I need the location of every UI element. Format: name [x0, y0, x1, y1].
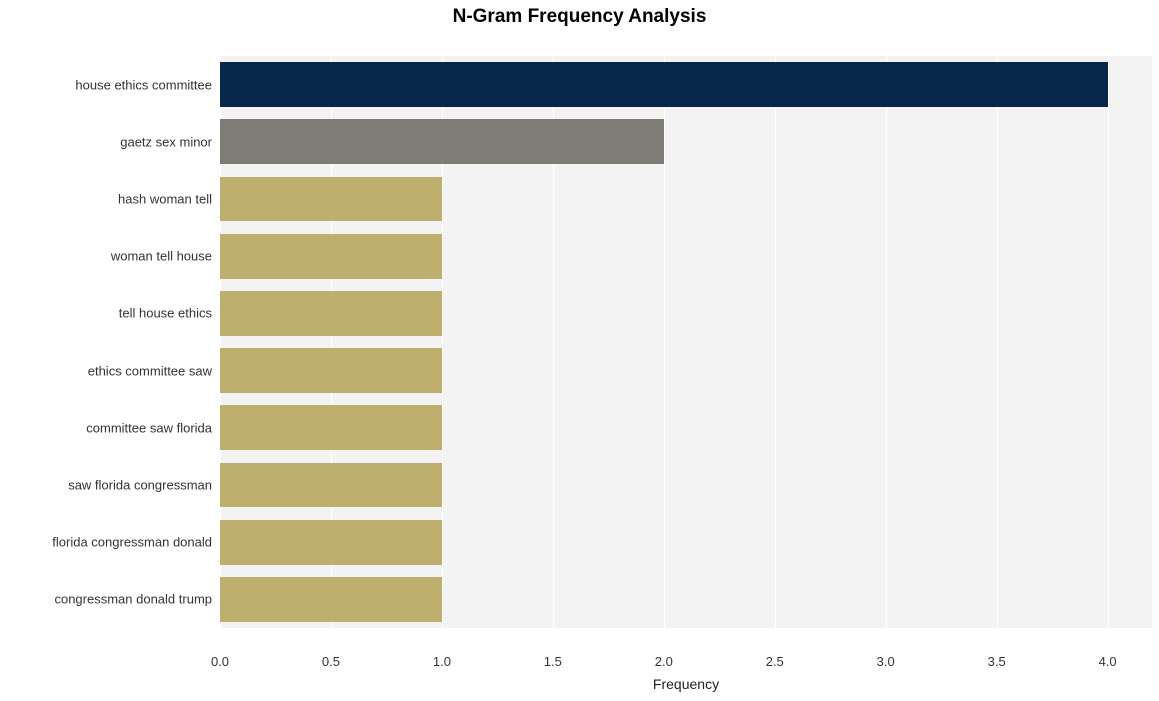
y-tick-label: ethics committee saw [88, 363, 220, 378]
x-tick-label: 0.0 [211, 644, 229, 669]
y-tick-label: house ethics committee [75, 77, 220, 92]
x-tick-label: 2.5 [766, 644, 784, 669]
x-tick-label: 4.0 [1099, 644, 1117, 669]
plot-area: Frequency house ethics committeegaetz se… [220, 34, 1152, 644]
x-tick-label: 3.0 [877, 644, 895, 669]
y-tick-label: hash woman tell [118, 192, 220, 207]
x-tick-label: 1.5 [544, 644, 562, 669]
x-axis-label: Frequency [220, 644, 1152, 692]
bar [220, 291, 442, 336]
bar [220, 234, 442, 279]
bar [220, 348, 442, 393]
x-tick-label: 2.0 [655, 644, 673, 669]
x-tick-label: 3.5 [988, 644, 1006, 669]
bar [220, 405, 442, 450]
y-tick-label: florida congressman donald [52, 535, 220, 550]
y-tick-label: saw florida congressman [68, 478, 220, 493]
x-gridline [664, 34, 665, 644]
x-tick-label: 0.5 [322, 644, 340, 669]
bar [220, 463, 442, 508]
x-gridline [1108, 34, 1109, 644]
x-gridline [775, 34, 776, 644]
bar [220, 577, 442, 622]
y-tick-label: congressman donald trump [54, 592, 220, 607]
y-tick-label: gaetz sex minor [120, 134, 220, 149]
bar [220, 520, 442, 565]
x-tick-label: 1.0 [433, 644, 451, 669]
x-gridline [886, 34, 887, 644]
chart-title: N-Gram Frequency Analysis [0, 6, 1159, 28]
y-tick-label: committee saw florida [86, 420, 220, 435]
y-tick-label: tell house ethics [119, 306, 220, 321]
bar [220, 119, 664, 164]
bar [220, 177, 442, 222]
y-tick-label: woman tell house [111, 249, 220, 264]
x-gridline [997, 34, 998, 644]
bar [220, 62, 1108, 107]
ngram-chart: N-Gram Frequency Analysis Frequency hous… [0, 0, 1159, 701]
